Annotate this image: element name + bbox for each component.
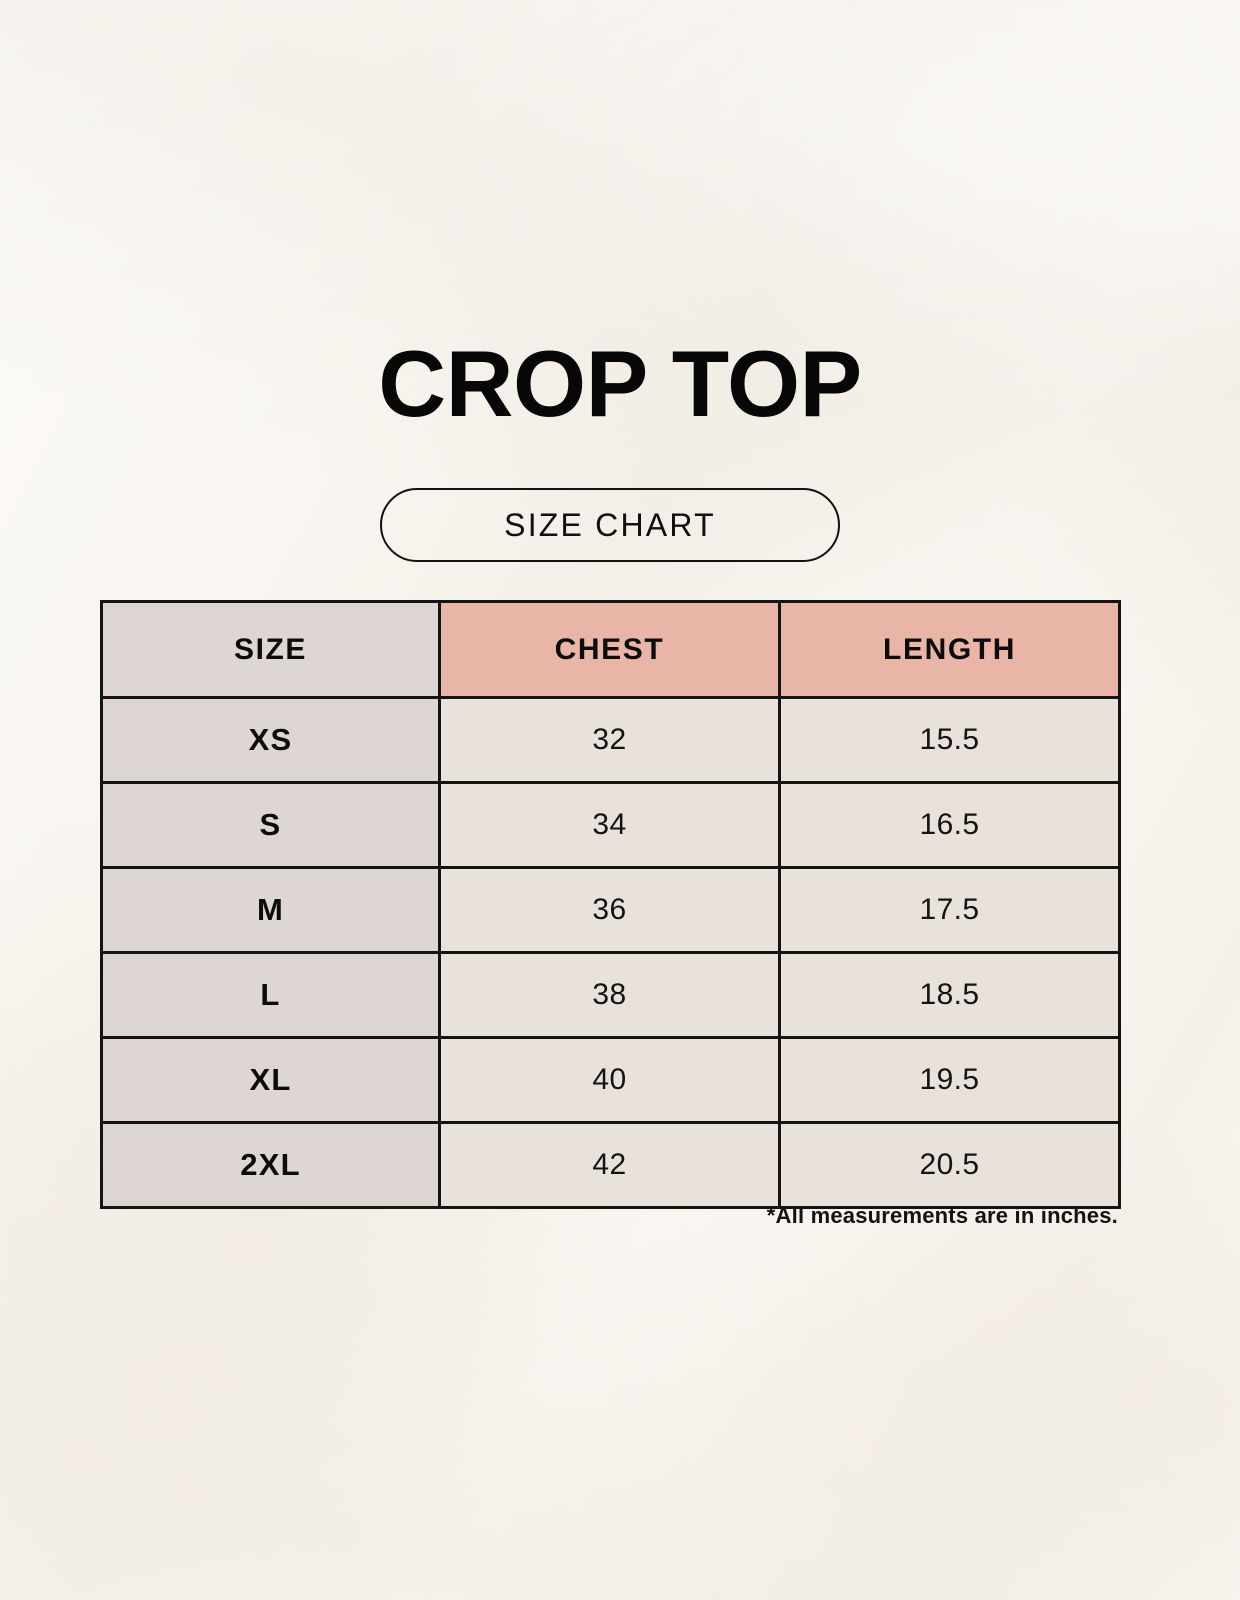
- column-header-chest: CHEST: [438, 600, 781, 699]
- cell-length: 16.5: [778, 781, 1121, 869]
- table-row: XS 32 15.5: [100, 696, 1121, 784]
- cell-chest: 40: [438, 1036, 781, 1124]
- measurements-footnote: *All measurements are in inches.: [766, 1203, 1118, 1228]
- size-table-container: SIZE CHEST LENGTH XS 32 15.5 S 34 16.5 M: [100, 600, 1121, 1209]
- cell-size: L: [100, 951, 441, 1039]
- cell-length: 20.5: [778, 1121, 1121, 1209]
- table-row: XL 40 19.5: [100, 1036, 1121, 1124]
- cell-length: 17.5: [778, 866, 1121, 954]
- cell-chest: 32: [438, 696, 781, 784]
- table-row: 2XL 42 20.5: [100, 1121, 1121, 1209]
- cell-size: 2XL: [100, 1121, 441, 1209]
- page-title: CROP TOP: [378, 331, 862, 436]
- cell-chest: 42: [438, 1121, 781, 1209]
- table-row: L 38 18.5: [100, 951, 1121, 1039]
- size-table: SIZE CHEST LENGTH XS 32 15.5 S 34 16.5 M: [100, 600, 1121, 1209]
- cell-size: M: [100, 866, 441, 954]
- cell-size: XS: [100, 696, 441, 784]
- cell-length: 19.5: [778, 1036, 1121, 1124]
- cell-size: XL: [100, 1036, 441, 1124]
- cell-size: S: [100, 781, 441, 869]
- size-chart-badge-label: SIZE CHART: [504, 506, 716, 543]
- column-header-length: LENGTH: [778, 600, 1121, 699]
- size-table-body: XS 32 15.5 S 34 16.5 M 36 17.5 L 38: [100, 696, 1121, 1209]
- cell-chest: 36: [438, 866, 781, 954]
- column-header-size: SIZE: [100, 600, 441, 699]
- table-row: M 36 17.5: [100, 866, 1121, 954]
- cell-length: 18.5: [778, 951, 1121, 1039]
- cell-chest: 38: [438, 951, 781, 1039]
- table-header-row: SIZE CHEST LENGTH: [100, 600, 1121, 699]
- cell-chest: 34: [438, 781, 781, 869]
- size-table-head: SIZE CHEST LENGTH: [100, 600, 1121, 699]
- cell-length: 15.5: [778, 696, 1121, 784]
- table-row: S 34 16.5: [100, 781, 1121, 869]
- size-chart-badge: SIZE CHART: [380, 488, 840, 562]
